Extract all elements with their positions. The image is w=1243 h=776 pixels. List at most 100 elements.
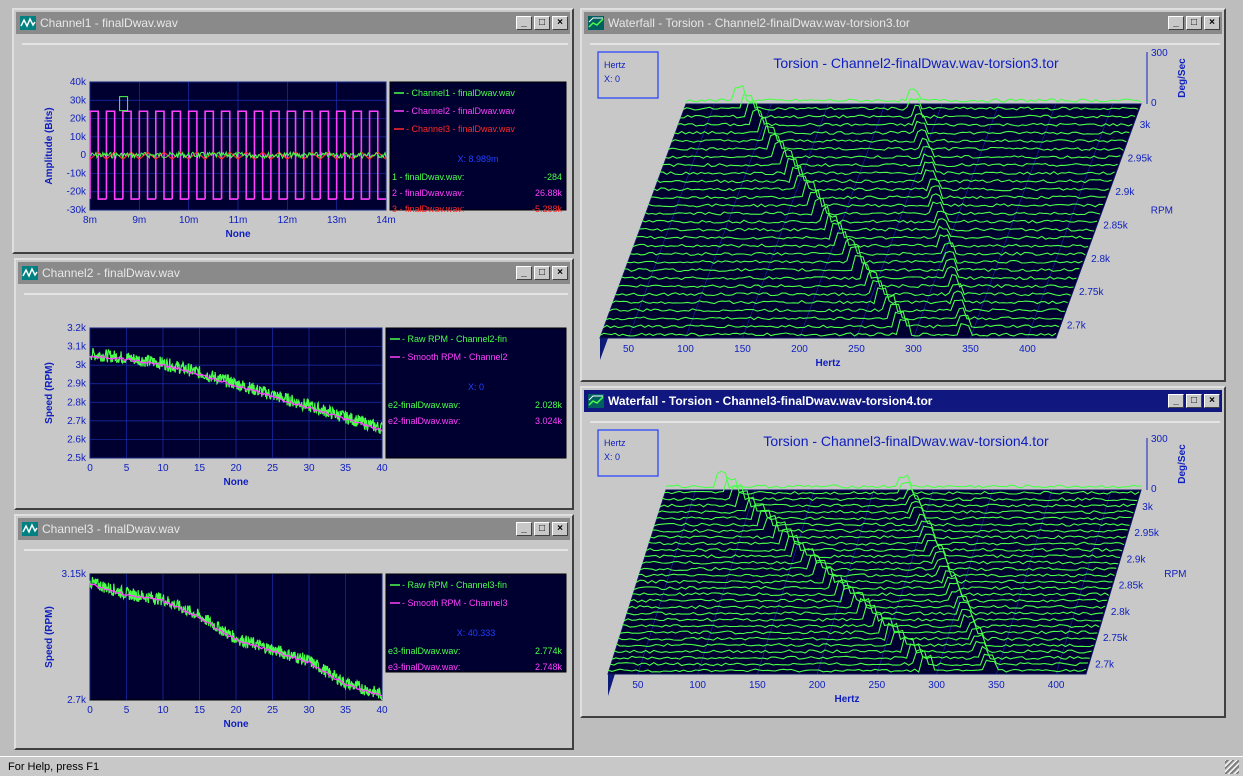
- channel1-titlebar[interactable]: Channel1 - finalDwav.wav _ □ ×: [16, 12, 570, 34]
- rpm-tick-label: 2.9k: [1115, 187, 1135, 198]
- y-tick-label: 40k: [70, 77, 87, 88]
- cursor-row-label: e2-finalDwav.wav:: [388, 416, 460, 426]
- y-tick-label: 20k: [70, 114, 87, 125]
- legend-box: [385, 327, 567, 459]
- rpm-tick-label: 3k: [1142, 502, 1154, 513]
- waterfall-trace: [613, 635, 1092, 654]
- x-axis-label: None: [226, 229, 251, 240]
- waterfall-trace: [661, 483, 1138, 502]
- x-tick-label: 10m: [179, 215, 198, 226]
- maximize-button[interactable]: □: [1186, 16, 1202, 30]
- channel1-chart[interactable]: 8m 9m 10m 11m 12m 13m 14m 40k 30k 20k 10k 0 -10k -20k…: [18, 38, 572, 248]
- x-tick-label: 20: [230, 463, 242, 474]
- window-title: Channel3 - finalDwav.wav: [42, 522, 180, 536]
- cursor-row-value: 2.774k: [535, 646, 563, 656]
- y-tick-label: 2.6k: [67, 434, 87, 445]
- channel2-window[interactable]: Channel2 - finalDwav.wav _ □ × 0 5 10 15 20 2…: [14, 258, 574, 510]
- z-axis-label: Deg/Sec: [1177, 58, 1188, 98]
- grid-line-x: [757, 489, 815, 675]
- waterfall-trace: [611, 643, 1090, 660]
- minimize-button[interactable]: _: [516, 266, 532, 280]
- readout-x: X: 0: [604, 452, 620, 462]
- window-title: Channel1 - finalDwav.wav: [40, 16, 178, 30]
- close-button[interactable]: ×: [552, 266, 568, 280]
- x-axis-label: None: [224, 477, 249, 488]
- x-tick-label: 25: [267, 705, 279, 716]
- cursor-row-label: e3-finalDwav.wav:: [388, 646, 460, 656]
- x-tick-label: 150: [734, 344, 751, 355]
- waterfall-trace: [649, 521, 1126, 540]
- y-tick-label: -30k: [67, 205, 87, 216]
- status-text: For Help, press F1: [8, 761, 100, 773]
- waterfall-trace: [645, 534, 1123, 552]
- cursor-row-value: -5.288k: [532, 204, 563, 214]
- resize-grip[interactable]: [1225, 760, 1239, 774]
- y-tick-label: 3.15k: [62, 569, 87, 580]
- channel1-window[interactable]: Channel1 - finalDwav.wav _ □ × 8m 9m 10m 11…: [12, 8, 574, 254]
- readout-box: [597, 429, 659, 477]
- maximize-button[interactable]: □: [534, 16, 550, 30]
- floor-plane: [607, 489, 1142, 675]
- legend-label: - Channel2 - finalDwav.wav: [406, 106, 515, 116]
- rpm-tick-label: 2.8k: [1111, 607, 1131, 618]
- grid-line-x: [1055, 489, 1112, 675]
- waterfall2-titlebar[interactable]: Waterfall - Torsion - Channel3-finalDwav…: [584, 390, 1222, 412]
- waterfall-trace: [633, 573, 1111, 591]
- waterfall-trace: [659, 157, 1115, 176]
- waterfall-trace: [617, 270, 1074, 289]
- waterfall-trace: [665, 141, 1121, 159]
- waterfall-trace: [632, 230, 1089, 248]
- y-tick-label: 2.9k: [67, 379, 87, 390]
- x-tick-label: 10: [157, 705, 169, 716]
- channel3-window[interactable]: Channel3 - finalDwav.wav _ □ × 0 5 10 15 20 2…: [14, 514, 574, 750]
- y-tick-label: 0: [80, 150, 86, 161]
- waterfall-trace: [617, 622, 1096, 641]
- x-tick-label: 350: [962, 344, 979, 355]
- waterfall2-chart[interactable]: Torsion - Channel3-finalDwav.wav-torsion…: [586, 416, 1224, 712]
- channel2-chart[interactable]: 0 5 10 15 20 25 30 35 40 3.2k 3.1k 3k 2.9k 2.8k 2.7k 2.…: [20, 288, 572, 504]
- waterfall-trace: [615, 629, 1094, 648]
- x-tick-label: 15: [194, 705, 206, 716]
- maximize-button[interactable]: □: [534, 522, 550, 536]
- waterfall-trace: [673, 116, 1130, 135]
- x-tick-label: 200: [809, 680, 826, 691]
- maximize-button[interactable]: □: [1186, 394, 1202, 408]
- waterfall1-window[interactable]: Waterfall - Torsion - Channel2-finalDwav…: [580, 8, 1226, 382]
- x-tick-label: 0: [87, 705, 93, 716]
- close-button[interactable]: ×: [552, 16, 568, 30]
- channel3-chart[interactable]: 0 5 10 15 20 25 30 35 40 3.15k 2.7k None Speed (RPM)…: [20, 544, 572, 744]
- waterfall-trace: [677, 108, 1133, 127]
- waterfall-trace: [619, 617, 1098, 635]
- close-button[interactable]: ×: [1204, 16, 1220, 30]
- cursor-marker: [119, 96, 129, 112]
- minimize-button[interactable]: _: [1168, 394, 1184, 408]
- maximize-button[interactable]: □: [534, 266, 550, 280]
- y-tick-label: 2.7k: [67, 416, 87, 427]
- channel3-titlebar[interactable]: Channel3 - finalDwav.wav _ □ ×: [18, 518, 570, 540]
- x-tick-label: 50: [623, 344, 635, 355]
- waterfall-trace: [657, 496, 1134, 514]
- y-axis-label: Amplitude (Bits): [44, 107, 55, 184]
- y-tick-label: 3k: [75, 360, 87, 371]
- x-tick-label: 5: [124, 705, 130, 716]
- cursor-row-value: 2.028k: [535, 400, 563, 410]
- x-tick-label: 40: [376, 705, 388, 716]
- cursor-row-value: 2.748k: [535, 662, 563, 672]
- waterfall1-chart[interactable]: Torsion - Channel2-finalDwav.wav-torsion…: [586, 38, 1224, 376]
- channel2-titlebar[interactable]: Channel2 - finalDwav.wav _ □ ×: [18, 262, 570, 284]
- minimize-button[interactable]: _: [1168, 16, 1184, 30]
- x-tick-label: 35: [340, 705, 352, 716]
- close-button[interactable]: ×: [552, 522, 568, 536]
- minimize-button[interactable]: _: [516, 16, 532, 30]
- waterfall-trace: [659, 490, 1136, 508]
- series-line: [89, 150, 387, 160]
- waterfall-trace: [621, 611, 1100, 629]
- y-tick-label: 2.5k: [67, 453, 87, 464]
- y-axis-label: Speed (RPM): [44, 606, 55, 668]
- waterfall1-titlebar[interactable]: Waterfall - Torsion - Channel2-finalDwav…: [584, 12, 1222, 34]
- waterfall-trace: [625, 597, 1104, 616]
- close-button[interactable]: ×: [1204, 394, 1220, 408]
- channel2-client: 0 5 10 15 20 25 30 35 40 3.2k 3.1k 3k 2.9k 2.8k 2.7k 2.…: [20, 288, 568, 504]
- waterfall2-window[interactable]: Waterfall - Torsion - Channel3-finalDwav…: [580, 386, 1226, 718]
- minimize-button[interactable]: _: [516, 522, 532, 536]
